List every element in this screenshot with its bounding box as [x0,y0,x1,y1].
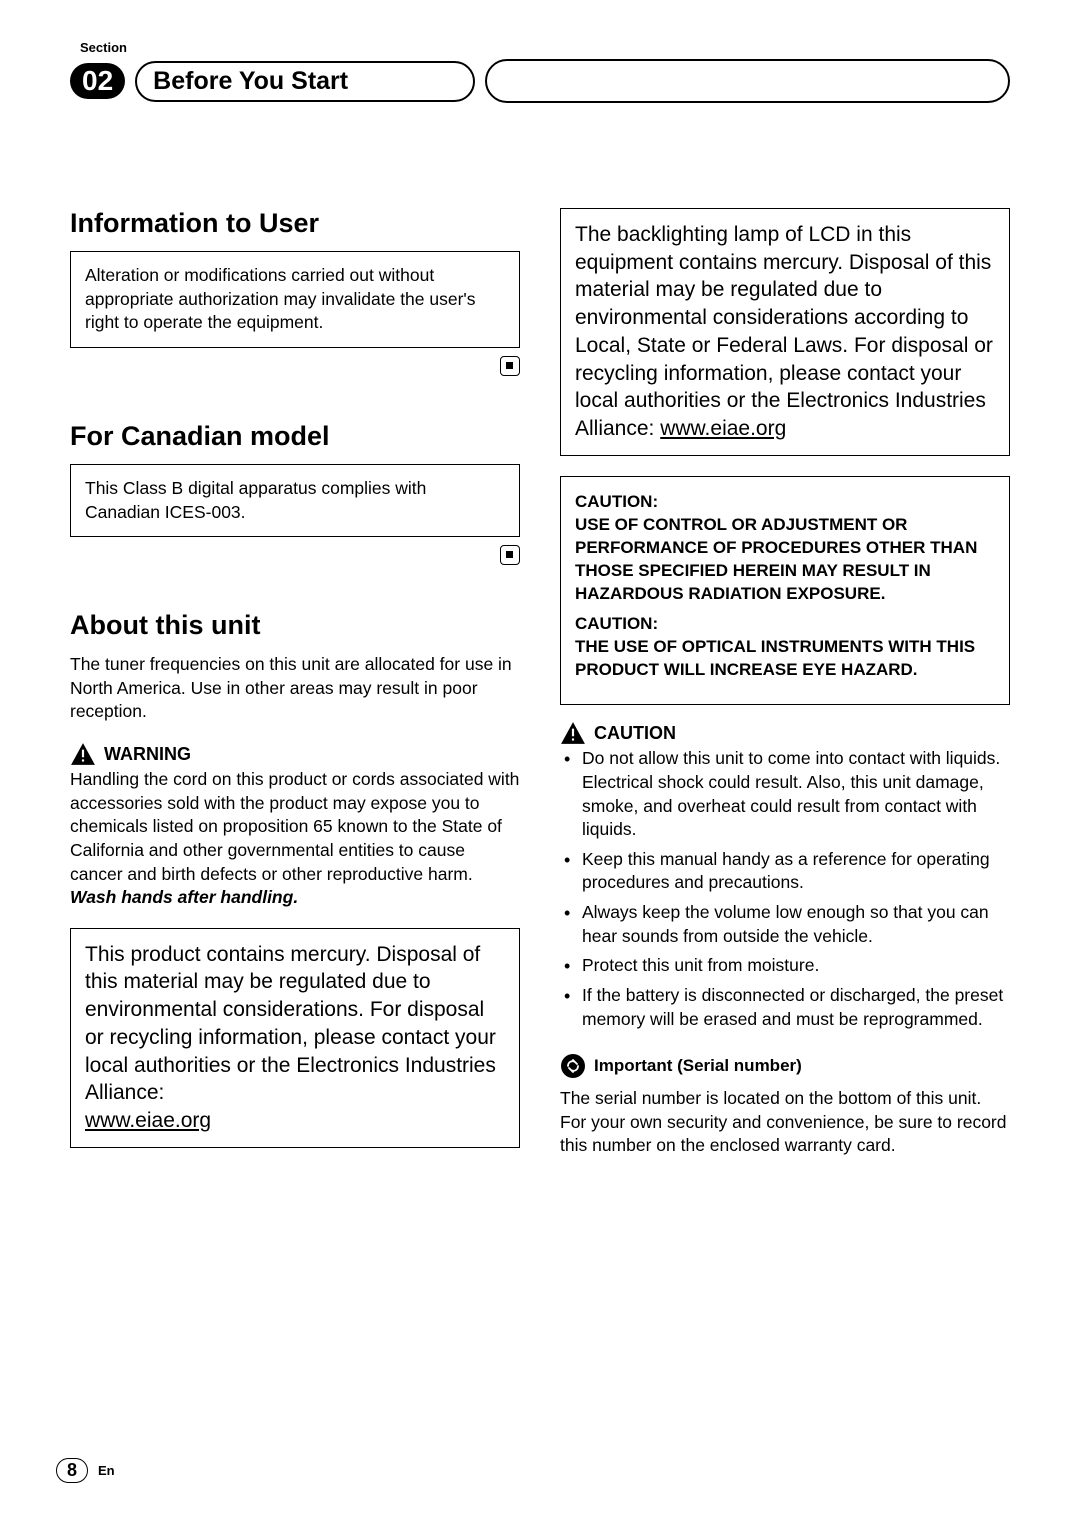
section-label: Section [80,40,1010,55]
heading-info-user: Information to User [70,208,520,239]
caution-block: CAUTION: USE OF CONTROL OR ADJUSTMENT OR… [560,476,1010,706]
about-intro: The tuner frequencies on this unit are a… [70,653,520,724]
end-mark-icon [70,356,520,381]
important-text: The serial number is located on the bott… [560,1087,1010,1158]
list-item: Always keep the volume low enough so tha… [560,901,1010,948]
caution-row: CAUTION [560,721,1010,745]
mercury-text: This product contains mercury. Disposal … [85,943,496,1105]
caution2-label: CAUTION: [575,614,658,633]
header-row: 02 Before You Start [70,59,1010,103]
lcd-text: The backlighting lamp of LCD in this equ… [575,223,993,440]
list-item: Protect this unit from moisture. [560,954,1010,978]
right-column: The backlighting lamp of LCD in this equ… [560,208,1010,1176]
warning-triangle-icon [70,742,96,766]
end-mark-icon [70,545,520,570]
footer: 8 En [56,1458,115,1483]
list-item: Keep this manual handy as a reference fo… [560,848,1010,895]
heading-canadian: For Canadian model [70,421,520,452]
caution1-text: USE OF CONTROL OR ADJUSTMENT OR PERFORMA… [575,515,977,603]
lcd-box: The backlighting lamp of LCD in this equ… [560,208,1010,456]
warning-row: WARNING [70,742,520,766]
warning-bold: Wash hands after handling [70,887,293,907]
warning-body: Handling the cord on this product or cor… [70,769,519,884]
section-number-badge: 02 [70,63,125,99]
canadian-box: This Class B digital apparatus complies … [70,464,520,537]
page-number: 8 [56,1458,88,1483]
mercury-box: This product contains mercury. Disposal … [70,928,520,1148]
left-column: Information to User Alteration or modifi… [70,208,520,1176]
important-circle-icon [560,1053,586,1079]
warning-text: Handling the cord on this product or cor… [70,768,520,910]
lcd-link[interactable]: www.eiae.org [660,417,786,440]
caution-bullets: Do not allow this unit to come into cont… [560,747,1010,1031]
language-code: En [98,1463,115,1478]
warning-label: WARNING [104,744,191,765]
caution1-label: CAUTION: [575,492,658,511]
mercury-link[interactable]: www.eiae.org [85,1109,211,1132]
caution2-text: THE USE OF OPTICAL INSTRUMENTS WITH THIS… [575,637,975,679]
list-item: Do not allow this unit to come into cont… [560,747,1010,842]
page-title: Before You Start [135,61,475,102]
info-user-box: Alteration or modifications carried out … [70,251,520,348]
important-label: Important (Serial number) [594,1056,802,1076]
heading-about: About this unit [70,610,520,641]
important-row: Important (Serial number) [560,1053,1010,1079]
caution-triangle-icon [560,721,586,745]
caution-label: CAUTION [594,723,676,744]
list-item: If the battery is disconnected or discha… [560,984,1010,1031]
empty-pill [485,59,1010,103]
